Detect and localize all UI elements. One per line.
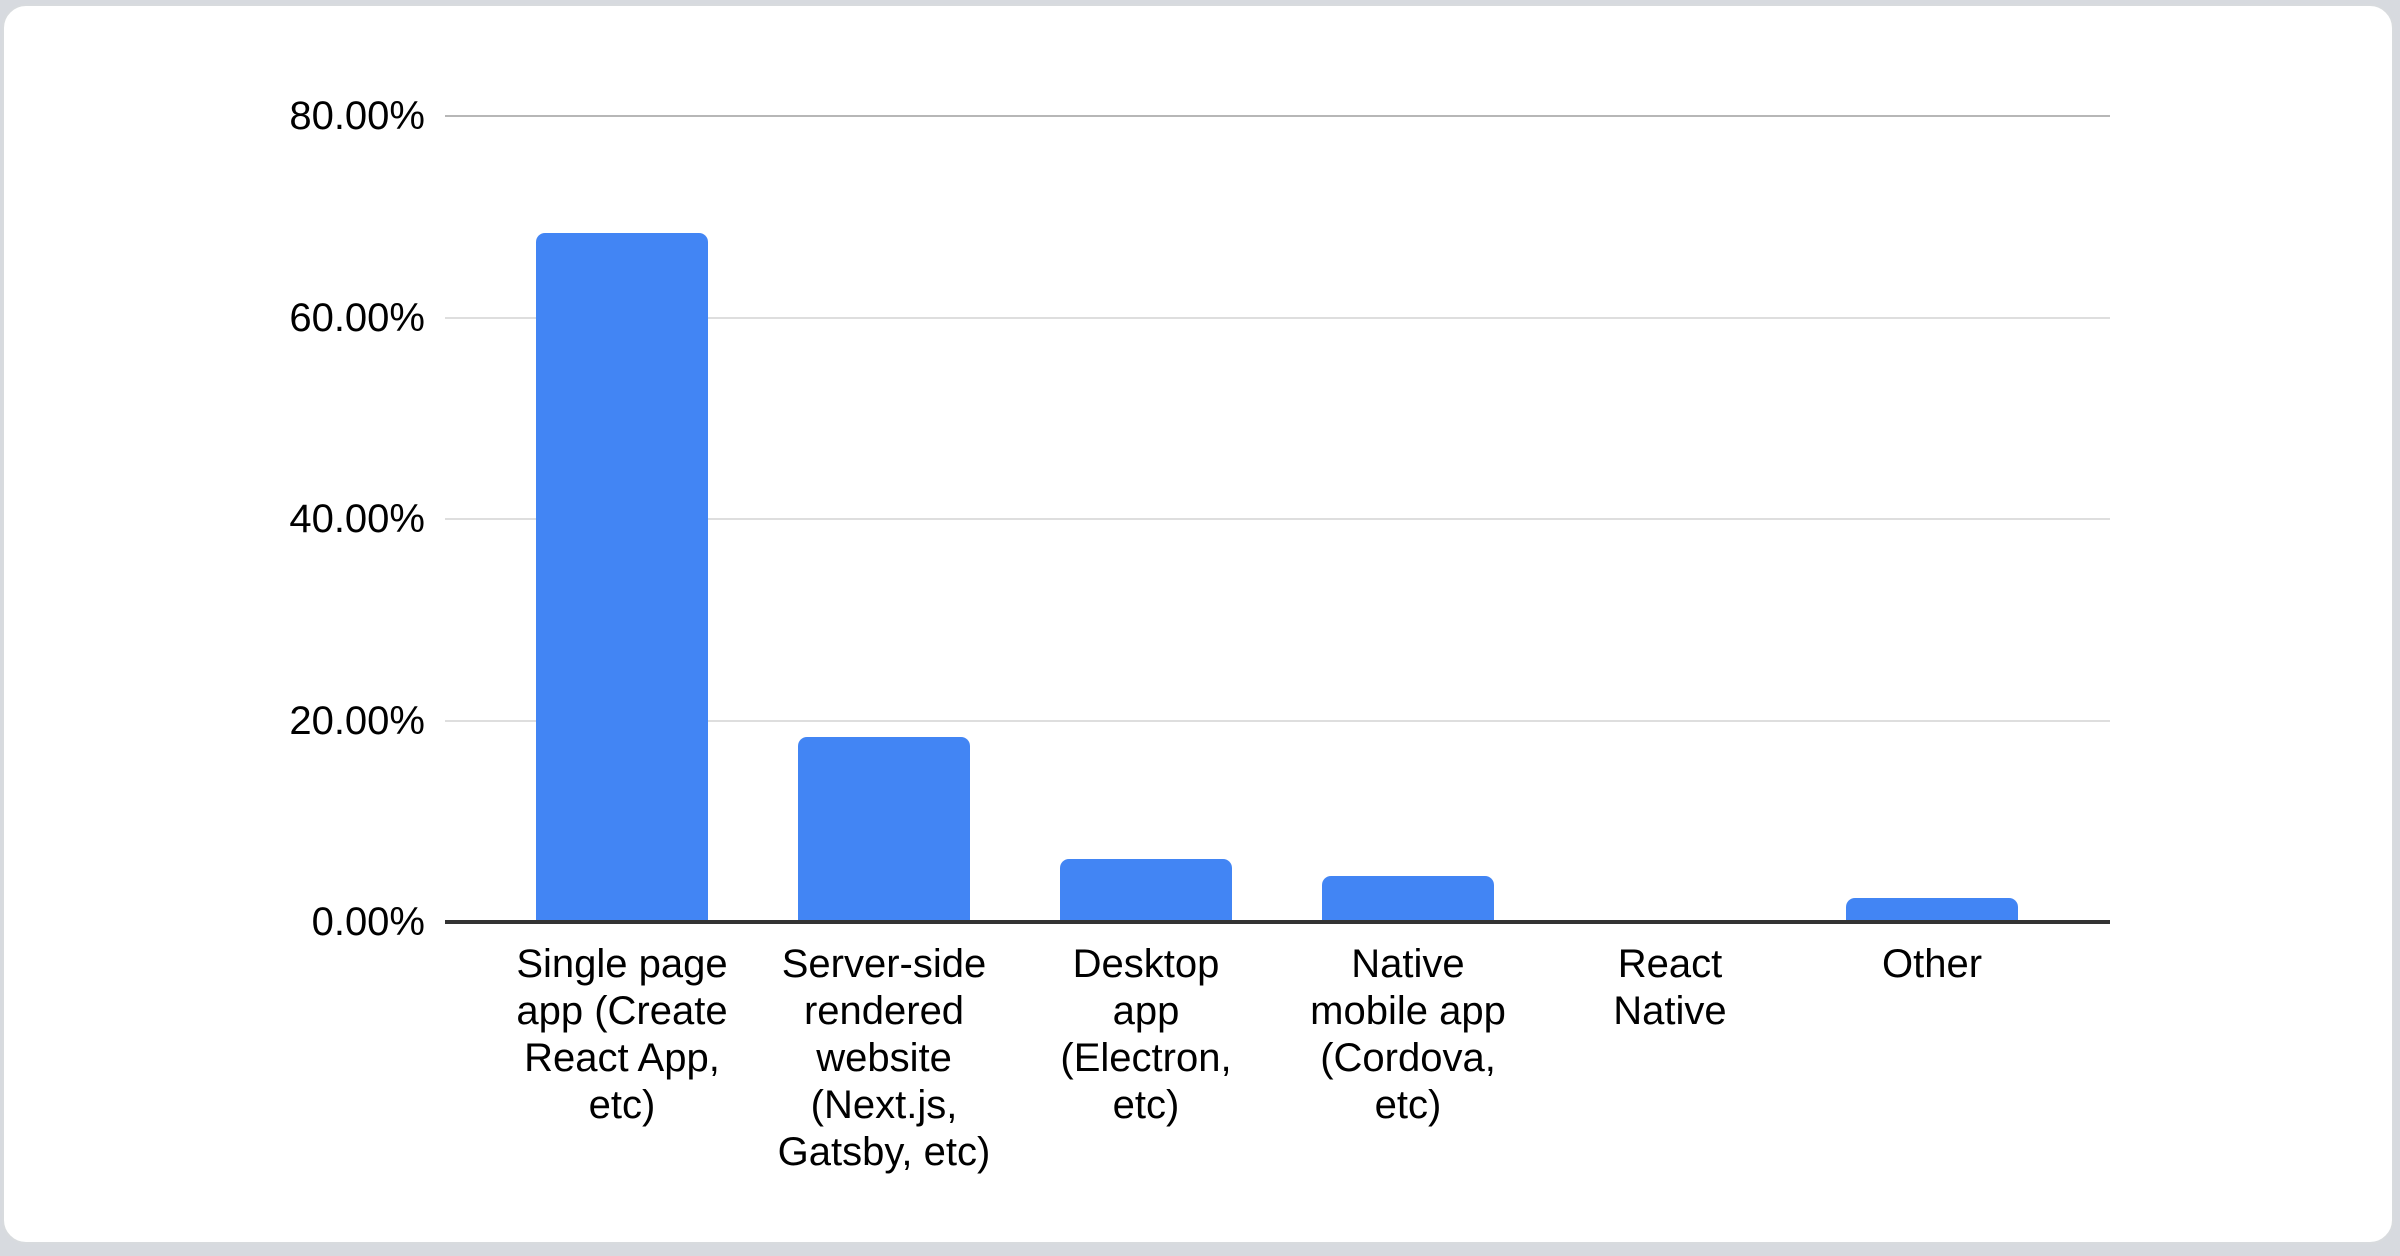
bar[interactable] <box>1846 897 2018 922</box>
x-category-label-line: React App, <box>524 1036 720 1080</box>
y-tick-label: 40.00% <box>289 497 425 541</box>
gridline-60 <box>445 316 2110 319</box>
x-category-label-line: Single page <box>516 942 728 986</box>
gridline-80 <box>445 115 2110 117</box>
x-category-label-line: website <box>816 1036 952 1080</box>
x-category-label-line: Other <box>1881 942 1983 986</box>
x-category-label-line: app <box>1112 989 1180 1033</box>
x-category-label-line: mobile app <box>1310 989 1506 1033</box>
y-tick-label: 0.00% <box>311 900 425 944</box>
x-category-label-line: Native <box>1613 989 1727 1033</box>
gridline-20 <box>445 719 2110 722</box>
x-category-label-line: etc) <box>1374 1083 1442 1127</box>
x-category-label: Desktop app (Electron, etc) <box>1015 941 1277 1176</box>
x-axis-line <box>445 920 2110 924</box>
x-category-label-line: Server-side <box>781 942 987 986</box>
bar[interactable] <box>1060 858 1232 922</box>
y-tick-label: 20.00% <box>289 698 425 743</box>
x-category-label-line: etc) <box>588 1083 656 1127</box>
bar-column <box>491 116 753 922</box>
x-category-label-line: (Electron, <box>1060 1036 1232 1080</box>
bar-series <box>491 116 2063 922</box>
x-category-label: React Native <box>1539 941 1801 1176</box>
bar-column <box>1277 116 1539 922</box>
x-category-label-line: etc) <box>1112 1083 1180 1127</box>
y-tick-label: 80.00% <box>289 94 425 138</box>
x-category-label: Native mobile app (Cordova, etc) <box>1277 941 1539 1176</box>
x-category-label: Single page app (Create React App, etc) <box>491 941 753 1176</box>
bar-column <box>1539 116 1801 922</box>
y-tick-label: 60.00% <box>289 295 425 340</box>
x-category-label-line: Gatsby, etc) <box>777 1130 991 1174</box>
x-category-label: Server-side rendered website (Next.js, Gatsb… <box>753 941 1015 1176</box>
bar[interactable] <box>1322 875 1494 922</box>
bar[interactable] <box>536 232 708 922</box>
x-category-label-line: (Next.js, <box>810 1083 958 1127</box>
bar-column <box>753 116 1015 922</box>
bar[interactable] <box>798 736 970 922</box>
y-axis-labels: 80.00% 60.00% 40.00% 20.00% 0.00% <box>125 0 425 1256</box>
bar-column <box>1801 116 2063 922</box>
x-category-label-line: Desktop <box>1072 942 1220 986</box>
bar-column <box>1015 116 1277 922</box>
x-category-label-line: React <box>1617 942 1723 986</box>
plot-area <box>445 115 2110 922</box>
chart-card <box>2 4 2394 1244</box>
x-axis-labels: Single page app (Create React App, etc) Serv… <box>491 941 2063 1176</box>
x-category-label-line: Native <box>1351 942 1465 986</box>
x-category-label-line: rendered <box>803 989 965 1033</box>
gridline-40 <box>445 518 2110 520</box>
x-category-label: Other <box>1801 941 2063 1176</box>
x-category-label-line: (Cordova, <box>1320 1036 1496 1080</box>
x-category-label-line: app (Create <box>516 989 728 1033</box>
